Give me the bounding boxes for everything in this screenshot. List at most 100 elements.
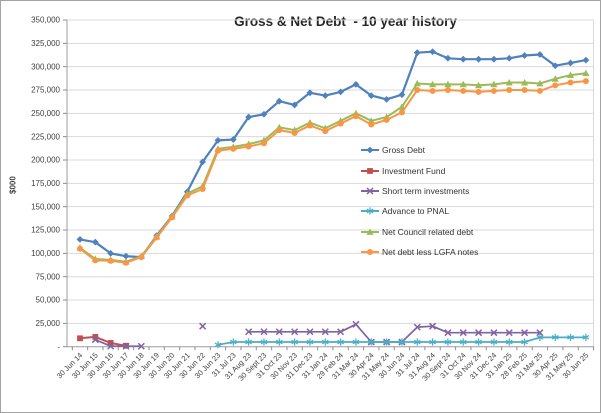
asterisk-marker xyxy=(229,338,237,346)
circle-marker xyxy=(536,87,543,94)
x-marker xyxy=(245,328,253,336)
legend-item-advance-to-pnal: Advance to PNAL xyxy=(361,201,478,221)
x-marker xyxy=(337,328,345,336)
legend-label: Net Council related debt xyxy=(382,226,474,237)
circle-marker xyxy=(475,88,482,95)
circle-marker xyxy=(368,121,375,128)
square-marker xyxy=(367,167,373,174)
asterisk-marker xyxy=(475,338,482,346)
asterisk-marker xyxy=(459,338,467,346)
triangle-marker xyxy=(536,79,544,87)
x-marker xyxy=(352,320,360,328)
x-marker xyxy=(275,328,283,336)
diamond-marker xyxy=(76,235,84,243)
x-legend-marker-icon xyxy=(361,187,379,195)
diamond-marker xyxy=(582,56,590,64)
circle-marker xyxy=(230,145,237,152)
triangle-legend-marker-icon xyxy=(361,228,379,235)
asterisk-marker xyxy=(536,333,544,341)
x-marker xyxy=(536,329,544,337)
x-marker xyxy=(291,328,299,336)
diamond-marker xyxy=(429,48,436,56)
triangle-marker xyxy=(367,117,375,124)
legend-label: Investment Fund xyxy=(382,165,446,176)
triangle-marker xyxy=(582,69,590,77)
asterisk-marker xyxy=(551,333,559,341)
y-axis-label: 250,000 xyxy=(31,109,60,118)
x-marker xyxy=(137,342,145,350)
x-marker xyxy=(91,336,99,344)
y-axis-label: 125,000 xyxy=(31,226,60,235)
legend: Gross Debt Investment Fund Short term inve… xyxy=(361,140,478,262)
x-marker xyxy=(490,329,498,337)
diamond-marker xyxy=(383,95,390,103)
triangle-marker xyxy=(428,80,437,88)
square-marker xyxy=(77,335,83,342)
circle-marker xyxy=(367,249,373,256)
asterisk-marker xyxy=(367,338,375,346)
diamond-marker xyxy=(521,52,528,59)
diamond-marker xyxy=(536,51,544,58)
circle-marker xyxy=(122,259,129,266)
x-marker xyxy=(521,329,529,337)
series-line xyxy=(79,80,586,264)
asterisk-marker xyxy=(521,338,528,346)
y-axis-label: 325,000 xyxy=(31,39,60,48)
legend-item-net-debt-less-lgfa-notes: Net debt less LGFA notes xyxy=(361,242,478,262)
circle-marker xyxy=(521,87,528,94)
y-axis-label: 275,000 xyxy=(31,86,60,95)
asterisk-marker xyxy=(582,333,590,341)
circle-marker xyxy=(552,82,559,89)
asterisk-marker xyxy=(260,338,268,346)
x-marker xyxy=(366,187,374,195)
asterisk-marker xyxy=(352,338,360,346)
circle-marker xyxy=(322,128,329,135)
circle-legend-marker-icon xyxy=(361,249,379,256)
circle-marker xyxy=(506,87,513,94)
legend-label: Gross Debt xyxy=(382,145,425,156)
y-axis-label: 25,000 xyxy=(36,319,61,328)
square-legend-marker-icon xyxy=(361,167,379,174)
circle-marker xyxy=(460,87,467,94)
diamond-marker xyxy=(398,91,406,99)
diamond-marker xyxy=(551,62,559,70)
circle-marker xyxy=(444,87,451,94)
diamond-marker xyxy=(475,55,482,63)
x-marker xyxy=(505,329,513,337)
circle-marker xyxy=(398,109,405,116)
diamond-marker xyxy=(291,101,299,109)
legend-label: Short term investments xyxy=(382,185,470,196)
series-net-council-related-debt xyxy=(76,69,590,265)
diamond-marker xyxy=(214,137,222,144)
asterisk-marker xyxy=(214,341,222,349)
diamond-marker xyxy=(229,136,237,143)
legend-item-investment-fund: Investment Fund xyxy=(361,160,478,180)
circle-marker xyxy=(77,245,83,252)
y-axis-label: 50,000 xyxy=(36,296,61,305)
circle-marker xyxy=(352,113,359,120)
legend-item-net-council-related-debt: Net Council related debt xyxy=(361,222,478,242)
diamond-marker xyxy=(505,54,513,62)
circle-marker xyxy=(306,122,313,129)
x-marker xyxy=(413,323,421,331)
x-marker xyxy=(306,328,314,336)
y-axis-label: 100,000 xyxy=(31,249,60,258)
triangle-marker xyxy=(366,228,374,235)
diamond-marker xyxy=(459,55,467,63)
circle-marker xyxy=(199,185,206,192)
asterisk-legend-marker-icon xyxy=(361,207,379,215)
series-gross-debt xyxy=(76,48,590,261)
diamond-marker xyxy=(366,146,374,154)
diamond-marker xyxy=(107,249,115,257)
circle-marker xyxy=(276,127,283,134)
diamond-marker xyxy=(413,49,421,57)
circle-marker xyxy=(567,79,574,86)
chart-title: Gross & Net Debt - 10 year history xyxy=(234,14,457,29)
circle-marker xyxy=(582,78,589,85)
asterisk-marker xyxy=(413,338,421,346)
triangle-marker xyxy=(490,80,498,88)
circle-marker xyxy=(260,140,267,147)
triangle-marker xyxy=(551,75,559,82)
